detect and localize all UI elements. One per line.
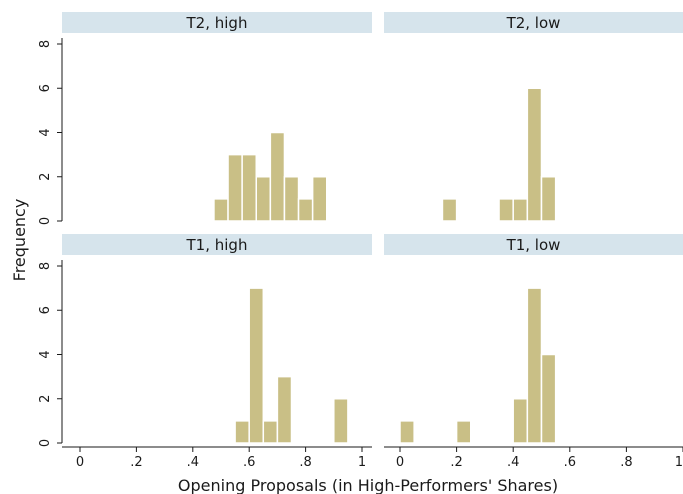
panel-header: [62, 234, 372, 255]
panel-header: [384, 234, 683, 255]
x-tick-label: 1: [358, 455, 366, 470]
histogram-bar: [227, 153, 243, 222]
histogram-bar: [297, 198, 314, 222]
histogram-bar: [540, 176, 557, 222]
histogram-bar: [269, 131, 286, 222]
panel-header: [384, 12, 683, 33]
histogram-bar: [441, 198, 458, 222]
x-tick-label: 0: [396, 455, 404, 470]
x-tick-label: .4: [507, 455, 519, 470]
y-tick-label: 4: [38, 128, 53, 136]
panel-title: T2, high: [186, 14, 248, 32]
y-tick-label: 8: [38, 40, 53, 48]
histogram-bar: [241, 153, 257, 222]
histogram-bar: [498, 198, 514, 222]
histogram-bar: [311, 176, 328, 222]
histogram-bar: [512, 398, 529, 444]
panel-title: T2, low: [506, 14, 561, 32]
y-tick-label: 2: [38, 395, 53, 403]
histogram-bar: [248, 287, 265, 444]
histogram-bar: [455, 420, 472, 444]
x-tick-label: .8: [620, 455, 632, 470]
histogram-bar: [255, 176, 272, 222]
x-tick-label: .2: [450, 455, 462, 470]
x-tick-label: .2: [130, 455, 142, 470]
y-axis-label: Frequency: [10, 199, 29, 282]
histogram-bar: [262, 420, 279, 444]
x-tick-label: .6: [243, 455, 255, 470]
histogram-bar: [526, 287, 543, 444]
histogram-bar: [234, 420, 250, 444]
panel-header: [62, 12, 372, 33]
x-tick-label: .6: [564, 455, 576, 470]
histogram-bar: [333, 398, 349, 444]
histogram-bar: [512, 198, 529, 222]
x-tick-label: .8: [299, 455, 311, 470]
x-tick-label: 0: [76, 455, 84, 470]
x-tick-label: .4: [187, 455, 199, 470]
x-axis-label: Opening Proposals (in High-Performers' S…: [178, 476, 558, 494]
y-tick-label: 8: [38, 262, 53, 270]
y-tick-label: 4: [38, 350, 53, 358]
histogram-bar: [540, 353, 557, 444]
y-tick-label: 0: [38, 217, 53, 225]
y-tick-label: 0: [38, 439, 53, 447]
histogram-bar: [213, 198, 229, 222]
histogram-bar: [283, 176, 300, 222]
y-tick-label: 6: [38, 84, 53, 92]
histogram-bar: [276, 375, 293, 444]
panel-title: T1, low: [506, 236, 561, 254]
histogram-bar: [526, 87, 543, 222]
x-tick-label: 1: [675, 455, 683, 470]
panel-title: T1, high: [186, 236, 248, 254]
y-tick-label: 6: [38, 306, 53, 314]
histogram-bar: [399, 420, 415, 444]
y-tick-label: 2: [38, 173, 53, 181]
